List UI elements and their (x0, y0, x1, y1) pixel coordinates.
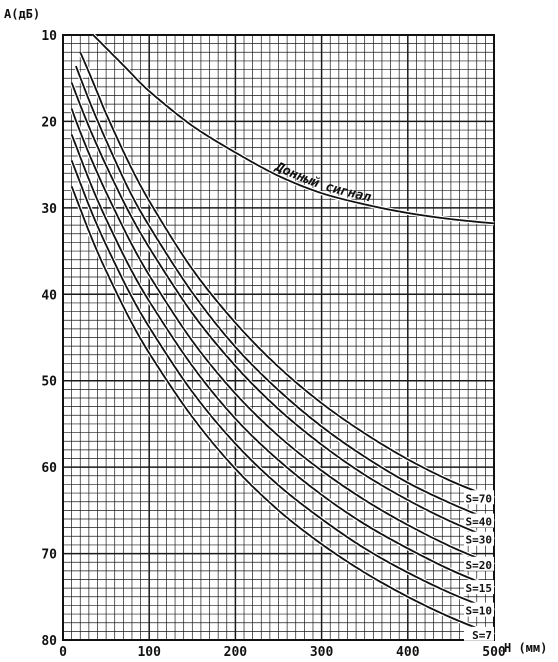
x-tick-label: 400 (396, 645, 420, 660)
y-tick-label: 10 (41, 29, 57, 44)
plot-frame (62, 34, 495, 641)
series-label-backing (464, 513, 494, 528)
x-tick-label: 200 (224, 645, 248, 660)
series-line (75, 65, 495, 523)
series-label-backing (464, 626, 494, 641)
grid (62, 34, 495, 641)
series-label-backing (464, 531, 494, 546)
y-tick-label: 70 (41, 548, 57, 563)
x-tick-label: 100 (137, 645, 161, 660)
series-label: S=7 (472, 629, 492, 642)
series-label: S=10 (466, 605, 493, 618)
y-tick-label: 80 (41, 634, 57, 649)
series-line (79, 51, 495, 500)
y-tick-label: 60 (41, 461, 57, 476)
series-label: S=30 (466, 534, 493, 547)
series-label-backing (464, 490, 494, 505)
x-tick-label: 0 (59, 645, 67, 660)
x-axis-label: H (мм) (504, 641, 547, 655)
series-line (70, 134, 495, 589)
series-label: S=15 (466, 582, 493, 595)
series-label: S=40 (466, 516, 493, 529)
series-line (70, 82, 495, 541)
series-line (70, 108, 495, 566)
y-tick-label: 30 (41, 202, 57, 217)
y-axis-label: A(дБ) (4, 7, 40, 21)
series-line (70, 159, 495, 612)
series-label-backing (464, 580, 494, 595)
series-label-backing (464, 556, 494, 571)
y-tick-label: 20 (41, 115, 57, 130)
series-line (70, 185, 495, 636)
x-tick-label: 500 (482, 645, 506, 660)
x-tick-label: 300 (310, 645, 334, 660)
curves (69, 33, 495, 641)
y-tick-label: 50 (41, 375, 57, 390)
y-tick-label: 40 (41, 288, 57, 303)
series-label-backing (464, 602, 494, 617)
series-label: S=20 (466, 559, 493, 572)
bottom-signal-line (92, 34, 495, 225)
series-label: S=70 (466, 492, 493, 505)
series-line-halo (69, 159, 495, 613)
